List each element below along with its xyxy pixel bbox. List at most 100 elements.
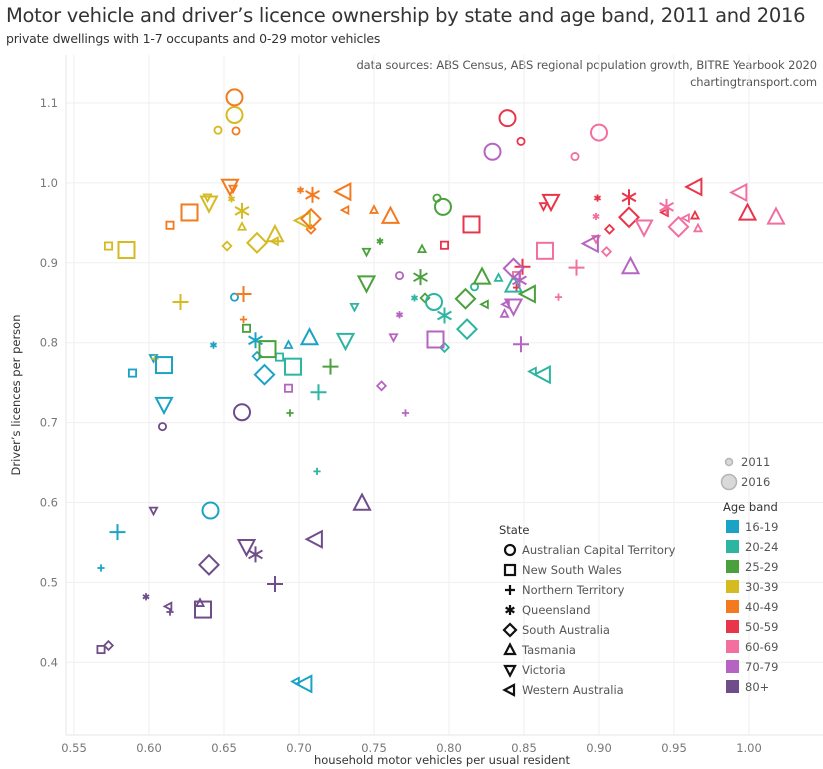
x-tick-label: 0.60 (136, 741, 162, 755)
point-nsw-40-49-2016 (180, 203, 199, 222)
point-nt-30-39-2016 (172, 293, 189, 310)
point-act-50-59-2011 (516, 136, 526, 146)
point-sa-50-59-2016 (617, 206, 641, 229)
point-nt-20-24-2011 (313, 467, 321, 475)
point-nsw-30-39-2011 (104, 241, 114, 251)
age-band-legend-label: 80+ (745, 680, 769, 694)
point-nsw-25-29-2016 (258, 340, 277, 359)
age-band-swatch (726, 520, 739, 533)
y-tick-label: 1.1 (40, 96, 58, 110)
point-nt-60-69-2011 (554, 293, 563, 301)
age-band-legend-label: 40-49 (745, 600, 778, 614)
y-tick-label: 0.7 (40, 416, 58, 430)
point-nt-40-49-2011 (239, 315, 248, 324)
point-vic-20-24-2016 (335, 332, 356, 352)
age-band-legend-label: 20-24 (745, 540, 778, 554)
point-vic-70-79-2011 (388, 333, 399, 343)
point-nt-25-29-2016 (322, 358, 339, 375)
point-vic-40-49-2016 (220, 178, 240, 198)
size-legend-label: 2016 (741, 475, 770, 489)
point-qld-16-19-2011 (209, 341, 218, 349)
point-act-80plus-2011 (157, 422, 167, 432)
legend-diamond-icon (502, 622, 518, 638)
website-credit: chartingtransport.com (690, 75, 817, 89)
point-tas-20-24-2016 (503, 274, 524, 293)
y-tick-label: 0.5 (40, 575, 58, 589)
point-nsw-70-79-2011 (283, 383, 293, 393)
point-nsw-60-69-2016 (536, 241, 554, 260)
point-qld-30-39-2016 (234, 202, 250, 219)
point-wa-70-79-2016 (580, 233, 599, 254)
point-vic-50-59-2011 (538, 202, 549, 212)
point-tas-25-29-2016 (472, 266, 492, 285)
age-band-legend-label: 70-79 (745, 660, 778, 674)
age-band-swatch (726, 580, 739, 593)
point-wa-40-49-2011 (339, 204, 350, 216)
point-qld-70-79-2011 (395, 311, 404, 319)
legend-asterisk-icon (505, 605, 515, 615)
point-sa-16-19-2016 (253, 363, 276, 386)
point-nsw-50-59-2016 (462, 215, 481, 234)
x-tick-label: 0.75 (361, 741, 387, 755)
point-wa-60-69-2011 (680, 212, 690, 224)
point-vic-25-29-2011 (361, 247, 372, 258)
point-tas-40-49-2011 (368, 204, 380, 214)
age-band-swatch (726, 540, 739, 553)
legend-triangle-up-icon (503, 642, 517, 656)
point-sa-30-39-2011 (221, 240, 233, 252)
point-sa-20-24-2016 (455, 318, 479, 341)
point-qld-25-29-2011 (376, 237, 384, 245)
point-qld-40-49-2011 (296, 186, 305, 194)
point-qld-80plus-2011 (142, 593, 150, 601)
state-legend-title: State (499, 523, 529, 537)
state-legend-label: New South Wales (522, 563, 622, 577)
point-nsw-16-19-2016 (155, 356, 173, 375)
point-vic-60-69-2016 (634, 219, 654, 238)
point-tas-30-39-2011 (236, 220, 248, 231)
point-vic-80plus-2016 (236, 539, 257, 558)
point-tas-70-79-2011 (499, 308, 510, 318)
point-tas-80plus-2016 (352, 492, 372, 511)
point-tas-60-69-2011 (692, 222, 704, 233)
x-tick-label: 0.90 (586, 741, 612, 755)
chart-title: Motor vehicle and driver’s licence owner… (6, 4, 806, 27)
point-vic-40-49-2011 (227, 184, 239, 195)
gridlines (65, 55, 823, 735)
data-points (96, 88, 786, 694)
point-qld-60-69-2016 (659, 198, 674, 215)
point-vic-70-79-2016 (503, 298, 524, 317)
legend-plus-icon (505, 585, 515, 595)
point-act-60-69-2011 (570, 152, 580, 162)
point-sa-50-59-2011 (603, 223, 616, 235)
age-band-color-legend: Age band 16-19 20-24 25-29 30-39 40-49 50-59 6… (723, 500, 778, 694)
size-legend-label: 2011 (741, 455, 770, 469)
state-legend-label: Tasmania (521, 643, 576, 657)
point-nt-16-19-2011 (97, 564, 105, 572)
point-act-60-69-2016 (590, 123, 608, 142)
size-legend-marker-2011 (724, 457, 734, 467)
point-tas-25-29-2011 (416, 243, 428, 253)
point-tas-50-59-2016 (737, 202, 758, 221)
age-band-swatch (726, 600, 739, 613)
point-wa-20-24-2011 (527, 366, 537, 377)
point-wa-40-49-2016 (333, 182, 352, 202)
x-axis-ticks: 0.55 0.60 0.65 0.70 0.75 0.80 0.85 0.90 0.95 1.00 (61, 741, 762, 755)
point-nt-40-49-2016 (235, 285, 252, 302)
point-wa-50-59-2011 (659, 207, 669, 218)
point-nt-70-79-2011 (401, 409, 410, 417)
state-shape-legend: State Australian Capital Territory New So… (499, 523, 676, 697)
point-sa-60-69-2011 (600, 246, 613, 258)
point-qld-20-24-2011 (410, 294, 419, 302)
x-tick-label: 0.55 (61, 741, 87, 755)
point-qld-60-69-2011 (592, 212, 600, 221)
point-vic-80plus-2011 (148, 506, 159, 517)
point-qld-50-59-2011 (593, 194, 602, 202)
x-tick-label: 0.80 (436, 741, 462, 755)
point-nsw-80plus-2011 (96, 645, 106, 655)
point-sa-25-29-2016 (454, 287, 477, 310)
point-qld-20-24-2016 (437, 307, 452, 324)
point-act-80plus-2016 (233, 403, 251, 422)
point-sa-80plus-2016 (197, 553, 221, 576)
x-tick-label: 0.85 (511, 741, 537, 755)
